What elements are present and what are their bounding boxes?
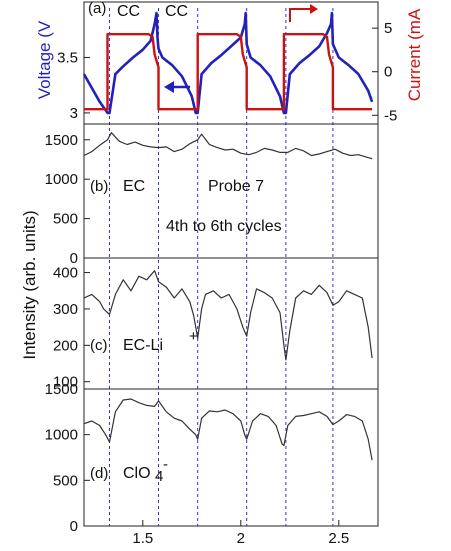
x-tick-label-1: 2 bbox=[237, 530, 245, 547]
panel-3-tick-label-2: 1000 bbox=[45, 427, 78, 444]
current-tick-label-1: 0 bbox=[384, 64, 392, 81]
panel-3-tick-label-3: 1500 bbox=[45, 381, 78, 398]
panel-d-species: ClO bbox=[123, 465, 151, 482]
panel-1-tick-label-0: 0 bbox=[70, 250, 78, 267]
panel-2-tick-label-0: 100 bbox=[53, 374, 78, 391]
panel-frames bbox=[83, 1, 379, 527]
current-line bbox=[84, 33, 373, 111]
panel-1-tick-label-2: 1000 bbox=[45, 171, 78, 188]
panel-1-tick-label-3: 1500 bbox=[45, 132, 78, 149]
voltage-line bbox=[82, 11, 374, 115]
panel-a-label: (a) bbox=[88, 0, 106, 17]
cycles-label: 4th to 6th cycles bbox=[166, 218, 282, 235]
panel-2-tick-label-1: 200 bbox=[53, 337, 78, 354]
probe-label: Probe 7 bbox=[208, 178, 264, 195]
panel-2-tick-label-2: 300 bbox=[53, 301, 78, 318]
current-tick-label-0: -5 bbox=[384, 107, 397, 124]
voltage-axis-title: Voltage (V bbox=[35, 20, 54, 99]
panel-c-species-sup: + bbox=[189, 328, 198, 345]
intensity-line-3 bbox=[83, 398, 373, 461]
current-tick-label-2: 5 bbox=[384, 20, 392, 37]
panel-d-species-sub: 4 bbox=[155, 468, 163, 485]
charge-arrow-shaft bbox=[289, 8, 312, 22]
discharge-arrow-head bbox=[164, 81, 174, 93]
panel-frame-2 bbox=[83, 257, 379, 390]
voltage-tick-label-0: 3 bbox=[70, 105, 78, 122]
panel-3-tick-label-0: 0 bbox=[70, 518, 78, 535]
cc-label-1: CC bbox=[117, 3, 140, 20]
data-curves bbox=[82, 4, 374, 461]
panel-c-species: EC-Li bbox=[123, 337, 163, 354]
panel-b-species: EC bbox=[123, 178, 145, 195]
cycle-guide-lines bbox=[108, 8, 334, 526]
intensity-line-2 bbox=[83, 270, 373, 361]
panel-d-label: (d) bbox=[90, 465, 108, 482]
cc-label-2: CC bbox=[165, 3, 188, 20]
charge-arrow-head bbox=[310, 4, 318, 14]
panel-1-tick-label-1: 500 bbox=[53, 211, 78, 228]
panel-c-label: (c) bbox=[90, 337, 108, 354]
intensity-axis-title: Intensity (arb. units) bbox=[20, 210, 39, 359]
panel-b-label: (b) bbox=[90, 178, 108, 195]
intensity-line-1 bbox=[83, 132, 373, 160]
axis-ticks bbox=[84, 27, 378, 527]
panel-2-tick-label-3: 400 bbox=[53, 265, 78, 282]
current-axis-title: Current (mA bbox=[405, 8, 424, 101]
panel-d-species-sup: - bbox=[163, 456, 168, 473]
voltage-tick-label-1: 3.5 bbox=[57, 49, 78, 66]
panel-frame-3 bbox=[83, 388, 379, 527]
x-tick-label-2: 2.5 bbox=[328, 530, 349, 547]
text-labels: 3 3.5 -5 0 5 (a) CC CC Voltage (V Current (mA 0 500… bbox=[20, 0, 424, 547]
x-tick-label-0: 1.5 bbox=[132, 530, 153, 547]
panel-3-tick-label-1: 500 bbox=[53, 472, 78, 489]
